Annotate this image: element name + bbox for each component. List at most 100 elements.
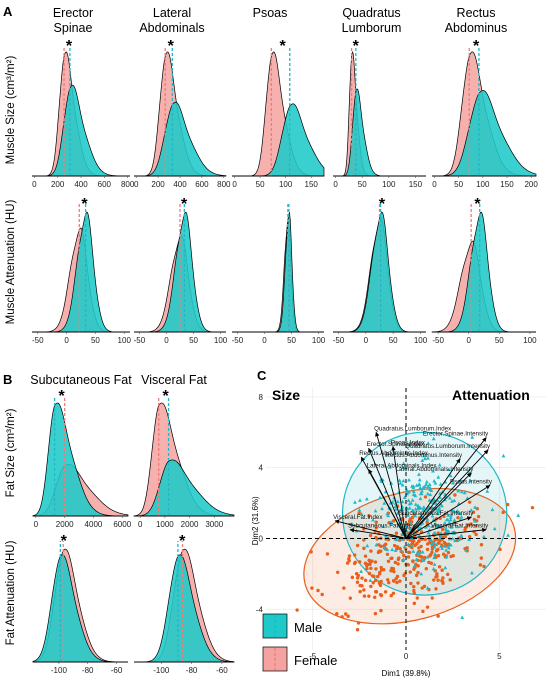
legend-female-label: Female — [294, 653, 337, 668]
loading-arrow — [405, 527, 487, 539]
female-point — [373, 560, 378, 564]
female-point — [310, 586, 314, 590]
female-point — [412, 585, 416, 589]
significance-star: * — [379, 196, 386, 213]
female-point — [413, 543, 417, 548]
male-point — [450, 536, 455, 541]
female-point — [422, 555, 427, 560]
male-point — [428, 485, 432, 490]
female-point — [355, 580, 360, 584]
significance-star: * — [168, 38, 175, 55]
female-point — [353, 560, 358, 564]
female-point — [354, 572, 359, 576]
female-point — [373, 589, 378, 594]
male-point — [447, 467, 451, 471]
x-tick-label: -80 — [82, 666, 94, 675]
male-point — [418, 491, 423, 496]
female-point — [476, 514, 481, 519]
female-point — [367, 514, 371, 518]
male-point — [440, 489, 445, 494]
female-point — [325, 552, 330, 556]
loading-arrow — [405, 458, 461, 539]
female-point — [362, 588, 366, 592]
female-point — [340, 615, 344, 619]
loading-arrow — [405, 472, 472, 539]
x-tick-label: 0 — [34, 520, 39, 529]
significance-star: * — [279, 38, 286, 55]
female-point — [389, 593, 393, 598]
male-point — [469, 508, 474, 512]
x-tick-label: 100 — [476, 180, 490, 189]
female-point — [316, 588, 320, 593]
female-point — [437, 565, 442, 569]
subplot-title: Quadratus — [342, 6, 400, 20]
female-density-area — [232, 217, 324, 333]
male-point — [400, 537, 405, 541]
male-point — [446, 513, 451, 517]
male-point — [501, 453, 506, 458]
female-point — [398, 546, 402, 551]
female-point — [348, 596, 353, 600]
loading-label: Subcutaneous.Fat.Intensity — [398, 510, 474, 517]
female-point — [441, 527, 445, 532]
male-point — [456, 537, 461, 542]
female-point — [501, 510, 505, 515]
male-point — [426, 523, 431, 528]
male-point — [385, 511, 390, 516]
male-point — [404, 487, 409, 492]
x-tick-label: 0 — [164, 336, 169, 345]
x-tick-label: 100 — [214, 336, 228, 345]
female-point — [440, 579, 444, 583]
female-point — [394, 531, 399, 535]
male-point — [390, 547, 395, 552]
male-point — [357, 508, 362, 512]
x-tick-label: 0 — [138, 520, 143, 529]
female-point — [424, 566, 429, 571]
loading-label: Erector.Spinae.Intensity — [423, 431, 489, 438]
x-tick-label: 0 — [32, 180, 37, 189]
loading-label: Psoas.Index — [391, 439, 426, 446]
male-point — [442, 544, 447, 548]
subplot-title: Lumborum — [342, 21, 402, 35]
loading-label: Lateral.Abdominals.Index — [367, 462, 438, 469]
male-point — [420, 488, 424, 493]
male-point — [467, 537, 472, 541]
male-point — [401, 465, 406, 470]
female-point — [357, 560, 362, 564]
female-point — [336, 570, 340, 574]
x-tick-label: -50 — [134, 336, 146, 345]
female-point — [448, 578, 452, 582]
female-point — [395, 580, 399, 585]
female-point — [434, 549, 439, 553]
female-point — [367, 571, 372, 576]
male-point — [412, 564, 417, 568]
female-point — [392, 579, 396, 583]
female-point — [433, 538, 437, 542]
x-tick-label: 200 — [151, 180, 165, 189]
female-point — [410, 515, 415, 520]
male-point — [424, 479, 429, 484]
loading-arrow — [349, 528, 407, 539]
male-point — [400, 499, 405, 504]
y-axis-label: Muscle Size (cm³/m²) — [5, 56, 17, 165]
female-point — [406, 563, 411, 567]
loading-arrow — [405, 516, 472, 539]
significance-star: * — [66, 38, 73, 55]
female-point — [441, 576, 445, 580]
male-point — [364, 497, 369, 501]
male-point — [407, 501, 412, 506]
male-point — [431, 540, 436, 544]
male-point — [427, 482, 432, 487]
female-point — [415, 596, 419, 600]
male-density-area — [232, 212, 324, 333]
x-tick-label: 1000 — [156, 520, 174, 529]
male-point — [380, 506, 384, 511]
female-point — [412, 588, 416, 593]
female-point — [443, 534, 448, 539]
male-point — [449, 512, 454, 517]
male-point — [386, 513, 390, 518]
male-point — [444, 526, 448, 531]
male-point — [422, 505, 426, 509]
male-point — [452, 518, 457, 522]
male-point — [394, 507, 399, 511]
